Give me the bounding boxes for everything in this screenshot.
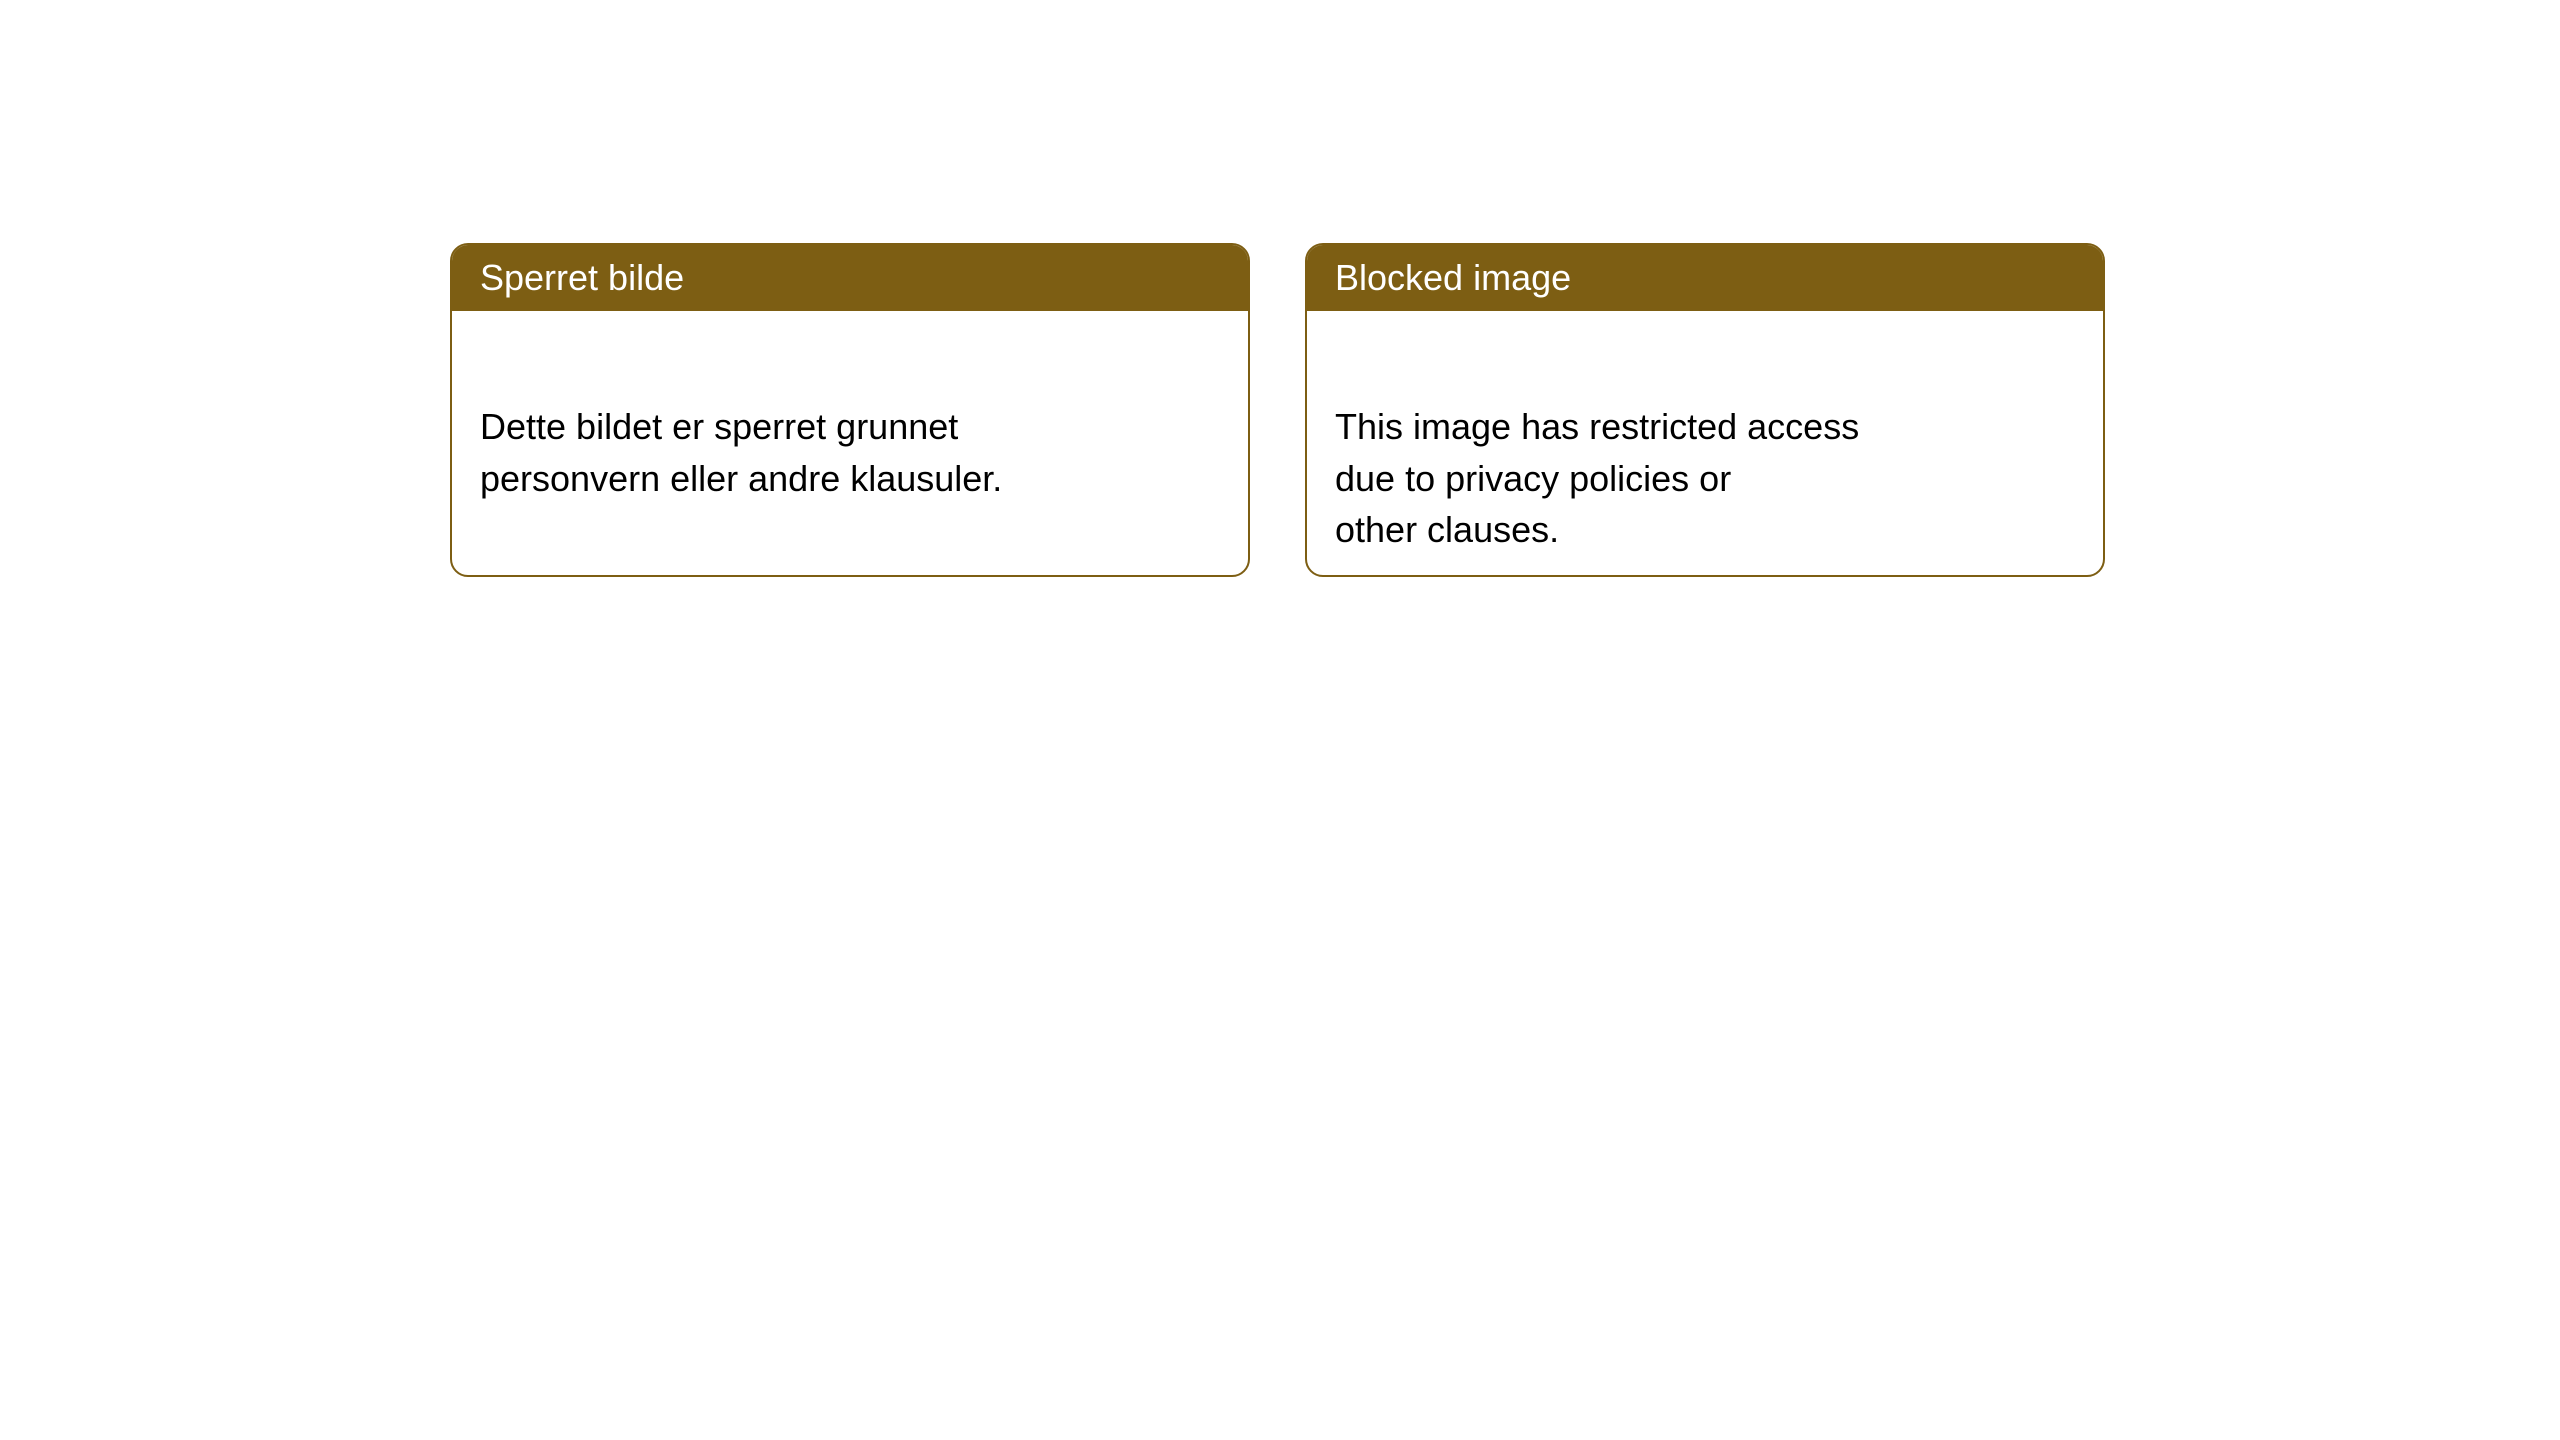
notice-card-norwegian: Sperret bilde Dette bildet er sperret gr… — [450, 243, 1250, 577]
card-header: Sperret bilde — [452, 245, 1248, 311]
card-body: This image has restricted access due to … — [1307, 311, 2103, 577]
notice-cards-container: Sperret bilde Dette bildet er sperret gr… — [450, 243, 2105, 577]
card-header: Blocked image — [1307, 245, 2103, 311]
card-body: Dette bildet er sperret grunnet personve… — [452, 311, 1248, 542]
card-title: Sperret bilde — [480, 257, 684, 298]
notice-card-english: Blocked image This image has restricted … — [1305, 243, 2105, 577]
card-body-text: Dette bildet er sperret grunnet personve… — [480, 406, 1002, 499]
card-title: Blocked image — [1335, 257, 1571, 298]
card-body-text: This image has restricted access due to … — [1335, 406, 1859, 551]
